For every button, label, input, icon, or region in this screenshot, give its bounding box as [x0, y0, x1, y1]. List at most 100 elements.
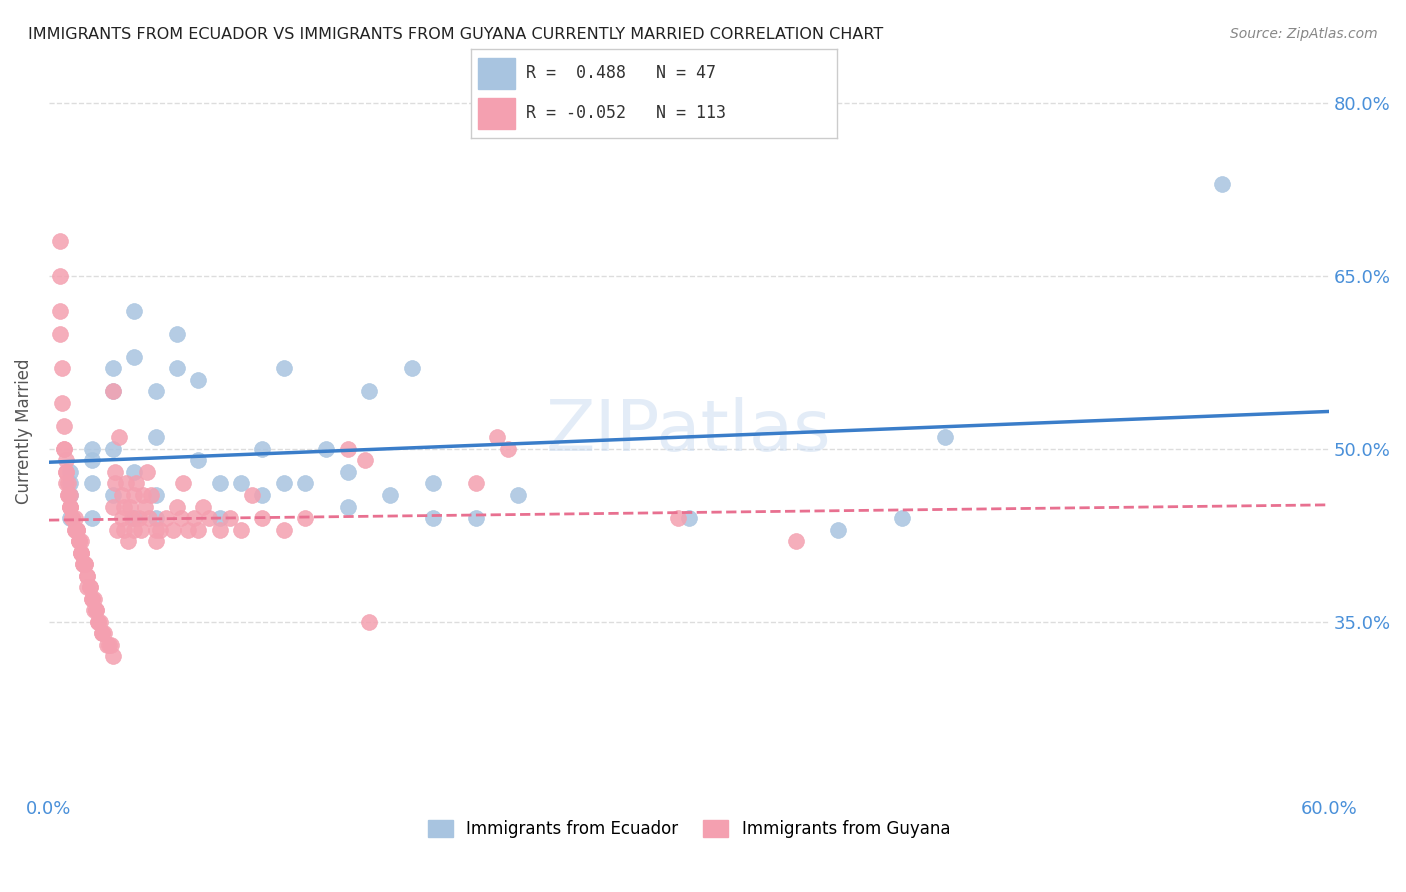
Point [76, 568, 98, 582]
Point [208, 476, 231, 491]
Point [117, 534, 139, 549]
Point [401, 361, 423, 376]
Point [59, 500, 82, 514]
Point [380, 488, 402, 502]
Point [70, 546, 93, 560]
Point [138, 511, 160, 525]
Point [145, 523, 167, 537]
Point [101, 442, 124, 456]
Point [155, 511, 177, 525]
Point [678, 511, 700, 525]
Point [145, 430, 167, 444]
Point [70, 534, 93, 549]
Point [124, 350, 146, 364]
Point [145, 534, 167, 549]
Point [336, 465, 359, 479]
Point [80, 591, 103, 606]
Point [191, 500, 214, 514]
Point [934, 430, 956, 444]
Point [72, 557, 94, 571]
Point [315, 442, 337, 456]
Point [75, 557, 97, 571]
Point [252, 488, 274, 502]
Point [149, 523, 172, 537]
Point [166, 361, 188, 376]
Point [124, 511, 146, 525]
Point [336, 442, 359, 456]
Point [52, 442, 75, 456]
Point [80, 453, 103, 467]
Point [145, 488, 167, 502]
Point [114, 476, 136, 491]
Point [59, 500, 82, 514]
Point [105, 523, 128, 537]
Point [110, 488, 132, 502]
Point [59, 511, 82, 525]
Point [464, 511, 486, 525]
Point [252, 442, 274, 456]
Y-axis label: Currently Married: Currently Married [15, 359, 32, 504]
Point [80, 591, 103, 606]
Point [464, 476, 486, 491]
Point [66, 523, 89, 537]
Point [240, 488, 263, 502]
Point [62, 511, 84, 525]
Point [67, 534, 90, 549]
Point [496, 442, 519, 456]
Point [124, 488, 146, 502]
Point [183, 511, 205, 525]
Bar [478, 58, 515, 89]
Point [124, 523, 146, 537]
Point [125, 476, 148, 491]
Point [97, 638, 120, 652]
Point [72, 557, 94, 571]
Point [91, 626, 114, 640]
Bar [478, 98, 515, 129]
Point [48, 326, 70, 341]
Point [67, 534, 90, 549]
Point [187, 373, 209, 387]
Point [422, 511, 444, 525]
Point [84, 603, 107, 617]
Point [51, 361, 73, 376]
Point [176, 523, 198, 537]
Point [76, 580, 98, 594]
Point [229, 523, 252, 537]
Point [62, 511, 84, 525]
Point [827, 523, 849, 537]
Point [1211, 177, 1233, 191]
Point [336, 500, 359, 514]
Point [55, 465, 77, 479]
Text: R = -0.052   N = 113: R = -0.052 N = 113 [526, 104, 725, 122]
Point [485, 430, 508, 444]
Point [101, 384, 124, 399]
Text: R =  0.488   N = 47: R = 0.488 N = 47 [526, 64, 716, 82]
Point [666, 511, 689, 525]
Point [273, 476, 295, 491]
Point [294, 511, 316, 525]
Point [59, 476, 82, 491]
Point [80, 476, 103, 491]
Point [353, 453, 375, 467]
Point [294, 476, 316, 491]
Point [66, 523, 89, 537]
Point [785, 534, 807, 549]
Point [166, 500, 188, 514]
Point [51, 396, 73, 410]
Text: Source: ZipAtlas.com: Source: ZipAtlas.com [1230, 27, 1378, 41]
Point [104, 465, 127, 479]
Point [52, 442, 75, 456]
Point [219, 511, 242, 525]
Point [101, 361, 124, 376]
Point [67, 534, 90, 549]
Point [145, 511, 167, 525]
Point [52, 418, 75, 433]
Point [66, 523, 89, 537]
Point [170, 511, 193, 525]
Point [80, 442, 103, 456]
Point [187, 453, 209, 467]
Point [104, 476, 127, 491]
Point [93, 626, 115, 640]
Point [252, 511, 274, 525]
Point [141, 488, 163, 502]
